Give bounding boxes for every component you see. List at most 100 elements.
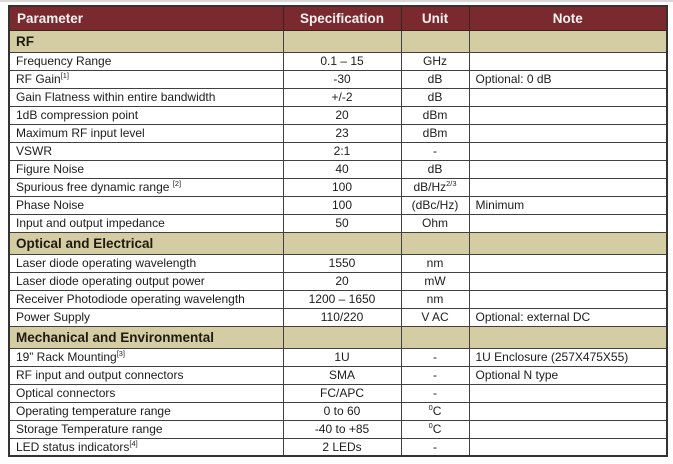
section-row: Mechanical and Environmental — [8, 325, 668, 349]
note-cell: Minimum — [468, 195, 668, 215]
table-row: Maximum RF input level 23 dBm — [8, 123, 668, 143]
column-header-note: Note — [468, 5, 668, 31]
parameter-cell: Optical connectors — [8, 383, 284, 403]
parameter-cell: 1dB compression point — [8, 105, 284, 125]
table-row: Power Supply 110/220 V AC Optional: externa… — [8, 307, 668, 327]
parameter-cell: 19” Rack Mounting[3] — [8, 347, 284, 367]
unit-cell: - — [400, 383, 470, 403]
unit-cell: nm — [400, 289, 470, 309]
note-cell — [468, 437, 668, 457]
unit-cell: nm — [400, 253, 470, 273]
superscript: 0 — [428, 421, 433, 430]
specification-cell: -30 — [282, 69, 402, 89]
parameter-cell: Power Supply — [8, 307, 284, 327]
table-row: Receiver Photodiode operating wavelength… — [8, 289, 668, 309]
note-cell — [468, 51, 668, 71]
section-empty-cell — [282, 325, 402, 349]
parameter-cell: Phase Noise — [8, 195, 284, 215]
note-cell — [468, 271, 668, 291]
parameter-cell: Laser diode operating wavelength — [8, 253, 284, 273]
section-empty-cell — [400, 231, 470, 255]
parameter-cell: LED status indicators[4] — [8, 437, 284, 457]
note-cell — [468, 141, 668, 161]
specification-cell: 20 — [282, 271, 402, 291]
table-row: Laser diode operating wavelength 1550 nm — [8, 253, 668, 273]
specification-cell: 50 — [282, 213, 402, 233]
specification-cell: 100 — [282, 195, 402, 215]
section-empty-cell — [282, 29, 402, 53]
section-row: Optical and Electrical — [8, 231, 668, 255]
screenshot-top-border — [0, 0, 673, 2]
specification-cell: 40 — [282, 159, 402, 179]
unit-cell: 0C — [400, 401, 470, 421]
superscript: [3] — [116, 349, 125, 358]
note-cell: Optional: external DC — [468, 307, 668, 327]
specification-cell: 1200 – 1650 — [282, 289, 402, 309]
specification-cell: 0 to 60 — [282, 401, 402, 421]
section-empty-cell — [400, 325, 470, 349]
section-empty-cell — [400, 29, 470, 53]
parameter-cell: Receiver Photodiode operating wavelength — [8, 289, 284, 309]
note-cell — [468, 383, 668, 403]
table-row: 19” Rack Mounting[3] 1U -1U Enclosure (257… — [8, 347, 668, 367]
parameter-cell: Storage Temperature range — [8, 419, 284, 439]
superscript: 2/3 — [446, 179, 457, 188]
header-row: Parameter Specification Unit Note — [8, 5, 668, 31]
unit-cell: (dBc/Hz) — [400, 195, 470, 215]
table-row: LED status indicators[4] 2 LEDs - — [8, 437, 668, 457]
specification-cell: 1U — [282, 347, 402, 367]
specification-cell: 23 — [282, 123, 402, 143]
parameter-cell: Laser diode operating output power — [8, 271, 284, 291]
note-cell — [468, 159, 668, 179]
unit-cell: 0C — [400, 419, 470, 439]
specification-cell: -40 to +85 — [282, 419, 402, 439]
unit-cell: GHz — [400, 51, 470, 71]
table-header: Parameter Specification Unit Note — [8, 5, 668, 31]
unit-cell: - — [400, 141, 470, 161]
note-cell — [468, 87, 668, 107]
unit-cell: - — [400, 365, 470, 385]
specification-cell: +/-2 — [282, 87, 402, 107]
note-cell — [468, 105, 668, 125]
table-row: RF input and output connectors SMA - Option… — [8, 365, 668, 385]
note-cell — [468, 289, 668, 309]
parameter-cell: VSWR — [8, 141, 284, 161]
parameter-cell: Frequency Range — [8, 51, 284, 71]
parameter-cell: Input and output impedance — [8, 213, 284, 233]
unit-cell: dB — [400, 69, 470, 89]
unit-cell: dBm — [400, 105, 470, 125]
parameter-cell: Gain Flatness within entire bandwidth — [8, 87, 284, 107]
section-row: RF — [8, 29, 668, 53]
table-row: VSWR 2:1- — [8, 141, 668, 161]
note-cell — [468, 419, 668, 439]
parameter-cell: RF Gain[1] — [8, 69, 284, 89]
note-cell: 1U Enclosure (257X475X55) — [468, 347, 668, 367]
superscript: [1] — [60, 71, 69, 80]
specification-cell: 20 — [282, 105, 402, 125]
unit-cell: V AC — [400, 307, 470, 327]
superscript: [2] — [172, 179, 182, 188]
spec-table: Parameter Specification Unit Note RF Freq… — [8, 5, 668, 457]
parameter-cell: Maximum RF input level — [8, 123, 284, 143]
table-row: 1dB compression point 20 dBm — [8, 105, 668, 125]
note-cell — [468, 253, 668, 273]
unit-cell: dB/Hz2/3 — [400, 177, 470, 197]
section-label: Optical and Electrical — [8, 231, 284, 255]
specification-cell: 2 LEDs — [282, 437, 402, 457]
specification-cell: 110/220 — [282, 307, 402, 327]
table-row: Phase Noise 100 (dBc/Hz) Minimum — [8, 195, 668, 215]
note-cell: Optional N type — [468, 365, 668, 385]
spec-table-container: Parameter Specification Unit Note RF Freq… — [8, 5, 668, 457]
parameter-cell: Operating temperature range — [8, 401, 284, 421]
table-row: RF Gain[1] -30 dB Optional: 0 dB — [8, 69, 668, 89]
parameter-cell: Spurious free dynamic range [2] — [8, 177, 284, 197]
superscript: 0 — [428, 403, 433, 412]
table-row: Gain Flatness within entire bandwidth +/-… — [8, 87, 668, 107]
note-cell — [468, 177, 668, 197]
unit-cell: dB — [400, 87, 470, 107]
table-row: Optical connectors FC/APC - — [8, 383, 668, 403]
superscript: [4] — [129, 438, 138, 448]
note-cell — [468, 213, 668, 233]
section-label: RF — [8, 29, 284, 53]
column-header-unit: Unit — [400, 5, 470, 31]
